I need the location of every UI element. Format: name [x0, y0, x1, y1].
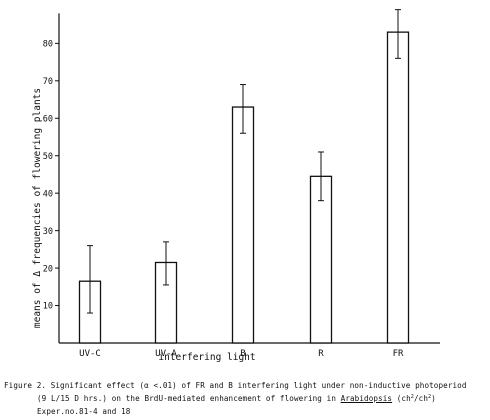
x-axis-label: interfering light: [158, 352, 255, 363]
y-tick-label-4: 50: [43, 152, 53, 162]
y-ticks: 10 20 30 40 50 60 70 80: [43, 40, 59, 312]
y-tick-label-6: 70: [43, 77, 53, 87]
bars: [78, 9, 410, 344]
caption-line-2-prefix: (9 L/15 D hrs.) on the BrdU-mediated enh…: [37, 394, 341, 403]
x-tick-labels: UV-C UV-A B R FR: [79, 349, 404, 359]
caption-line-2: (9 L/15 D hrs.) on the BrdU-mediated enh…: [37, 394, 436, 403]
x-tick-label-4: FR: [393, 349, 404, 359]
y-tick-label-3: 40: [43, 189, 53, 199]
y-axis-label: means of Δ frequencies of flowering plan…: [32, 88, 43, 328]
caption-ratio-open: (ch: [392, 394, 411, 403]
y-tick-label-7: 80: [43, 40, 53, 50]
caption-ratio-sup-1: 2: [410, 394, 414, 400]
caption-line-3: Exper.no.81-4 and 18: [37, 407, 131, 416]
y-tick-label-1: 20: [43, 264, 53, 274]
x-tick-label-0: UV-C: [79, 349, 101, 359]
bar-3: [309, 175, 333, 344]
caption-ratio-close: ): [431, 394, 436, 403]
x-tick-label-1: UV-A: [155, 349, 177, 359]
bar-4: [386, 31, 410, 344]
bar-2: [231, 106, 255, 344]
x-tick-label-3: R: [318, 349, 324, 359]
caption-species: Arabidopsis: [340, 394, 393, 403]
caption-line-1: Figure 2. Significant effect (α <.01) of…: [4, 381, 467, 390]
y-tick-label-0: 10: [43, 302, 53, 312]
y-tick-label-5: 60: [43, 114, 53, 124]
caption-ratio-slash: /ch: [413, 394, 428, 403]
x-tick-label-2: B: [240, 349, 245, 359]
y-tick-label-2: 30: [43, 227, 53, 237]
caption-ratio-sup-2: 2: [428, 394, 432, 400]
